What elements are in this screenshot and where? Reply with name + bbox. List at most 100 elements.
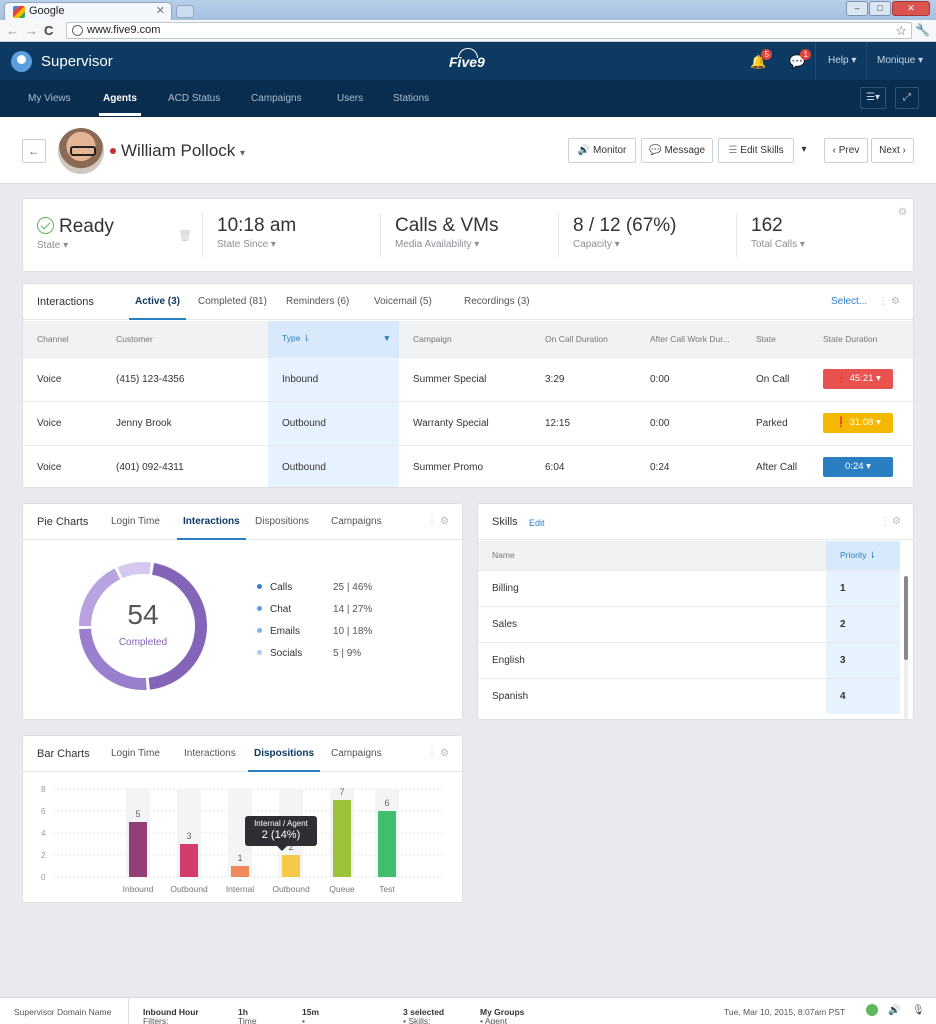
footer-skills[interactable]: • Skills: 3 selected bbox=[403, 1007, 445, 1024]
more-vertical-icon[interactable]: ⋮ bbox=[427, 748, 437, 759]
pie-slice-emails[interactable] bbox=[79, 568, 121, 627]
nav-campaigns[interactable]: Campaigns bbox=[251, 93, 302, 104]
trash-icon[interactable]: 🗑 bbox=[178, 230, 192, 242]
bar-5[interactable] bbox=[378, 811, 396, 877]
table-row[interactable]: Voice Jenny Brook Outbound Warranty Spec… bbox=[23, 400, 913, 445]
bookmark-star-icon[interactable]: ☆ bbox=[895, 23, 907, 38]
help-menu[interactable]: Help ▾ bbox=[828, 55, 857, 66]
col-priority[interactable]: Priority ⇂ bbox=[826, 541, 900, 570]
table-row[interactable]: English 3 bbox=[478, 641, 900, 678]
nav-my-views[interactable]: My Views bbox=[28, 93, 71, 104]
bell-icon[interactable]: 🔔 5 bbox=[750, 49, 773, 70]
footer-filters[interactable]: Filters: Inbound Hour bbox=[143, 1007, 199, 1024]
pie-tab-interactions[interactable]: Interactions bbox=[177, 516, 246, 540]
nav-users[interactable]: Users bbox=[337, 93, 364, 104]
expand-icon[interactable]: ⤢ bbox=[895, 87, 919, 109]
stat-state[interactable]: Ready State ▾ bbox=[37, 216, 114, 251]
tab-recordings[interactable]: Recordings (3) bbox=[464, 296, 530, 307]
table-row[interactable]: Billing 1 bbox=[478, 569, 900, 606]
stat-total-calls[interactable]: 162 Total Calls ▾ bbox=[751, 215, 805, 250]
skills-edit-link[interactable]: Edit bbox=[529, 518, 545, 528]
gear-icon[interactable]: ⚙ bbox=[892, 516, 901, 527]
window-close-button[interactable]: ✕ bbox=[892, 1, 930, 16]
pie-tab-login-time[interactable]: Login Time bbox=[111, 516, 160, 527]
next-button[interactable]: Next › bbox=[871, 138, 914, 163]
microphone-icon[interactable]: 🎙 bbox=[912, 1005, 925, 1016]
table-row[interactable]: Voice (401) 092-4311 Outbound Summer Pro… bbox=[23, 444, 913, 487]
stat-media-availability[interactable]: Calls & VMs Media Availability ▾ bbox=[395, 215, 499, 250]
pie-slice-socials[interactable] bbox=[117, 562, 151, 579]
message-button[interactable]: 💬 Message bbox=[641, 138, 713, 163]
more-vertical-icon[interactable]: ⋮ bbox=[427, 516, 437, 527]
footer-campaign-period[interactable]: • Campaign Period: 15m bbox=[302, 1007, 320, 1024]
bar-0[interactable] bbox=[129, 822, 147, 877]
agent-name-dropdown[interactable]: William Pollock ▾ bbox=[121, 141, 246, 160]
col-acw-duration[interactable]: After Call Work Dur... bbox=[636, 321, 742, 357]
pie-slice-calls[interactable] bbox=[148, 562, 207, 690]
more-vertical-icon[interactable]: ⋮ bbox=[878, 296, 888, 307]
monitor-button[interactable]: 🔊 Monitor bbox=[568, 138, 636, 163]
maximize-button[interactable]: □ bbox=[869, 1, 891, 16]
minimize-button[interactable]: – bbox=[846, 1, 868, 16]
nav-agents[interactable]: Agents bbox=[99, 93, 141, 116]
col-customer[interactable]: Customer bbox=[102, 321, 268, 357]
tab-active[interactable]: Active (3) bbox=[128, 296, 187, 320]
footer-agent-groups[interactable]: • Agent Groups: My Groups bbox=[480, 1007, 525, 1024]
col-campaign[interactable]: Campaign bbox=[399, 321, 531, 357]
reload-icon[interactable]: C bbox=[44, 23, 60, 38]
user-menu[interactable]: Monique ▾ bbox=[877, 55, 924, 66]
bar-1[interactable] bbox=[180, 844, 198, 877]
bar-tab-interactions[interactable]: Interactions bbox=[184, 748, 236, 759]
tab-completed[interactable]: Completed (81) bbox=[198, 296, 267, 307]
back-button[interactable]: ← bbox=[22, 139, 46, 163]
wrench-icon[interactable]: 🔧 bbox=[915, 23, 930, 37]
pie-slice-chat[interactable] bbox=[79, 628, 147, 690]
scrollbar-thumb[interactable] bbox=[904, 576, 908, 660]
bar-tab-login-time[interactable]: Login Time bbox=[111, 748, 160, 759]
table-row[interactable]: Spanish 4 bbox=[478, 677, 900, 714]
bar-tab-campaigns[interactable]: Campaigns bbox=[331, 748, 382, 759]
address-bar[interactable]: www.five9.com ☆ bbox=[66, 22, 912, 39]
nav-stations[interactable]: Stations bbox=[393, 93, 430, 104]
stat-state-since[interactable]: 10:18 am State Since ▾ bbox=[217, 215, 297, 250]
edit-skills-button[interactable]: ☰ Edit Skills bbox=[718, 138, 794, 163]
speaker-icon[interactable]: 🔊 bbox=[888, 1005, 901, 1016]
browser-tab[interactable]: Google ✕ bbox=[4, 2, 172, 20]
gear-icon[interactable]: ⚙ bbox=[891, 296, 900, 307]
state-duration-badge[interactable]: 0:24 ▾ bbox=[823, 457, 893, 478]
bar-3[interactable] bbox=[282, 855, 300, 877]
prev-button[interactable]: ‹ Prev bbox=[824, 138, 868, 163]
col-skill-name[interactable]: Name bbox=[478, 541, 826, 570]
footer-time-range[interactable]: Time Range: 1h bbox=[238, 1007, 257, 1024]
state-duration-badge[interactable]: ❗ 45:21 ▾ bbox=[823, 369, 893, 389]
more-vertical-icon[interactable]: ⋮ bbox=[880, 516, 890, 527]
tab-voicemail[interactable]: Voicemail (5) bbox=[374, 296, 432, 307]
edit-skills-dropdown[interactable]: ▾ bbox=[794, 138, 814, 163]
filter-settings-button[interactable]: ☰▾ bbox=[860, 87, 886, 109]
col-type[interactable]: Type ⇂ ▼ bbox=[268, 321, 399, 357]
chat-icon[interactable]: 💬 1 bbox=[789, 49, 812, 70]
table-row[interactable]: Sales 2 bbox=[478, 605, 900, 642]
col-channel[interactable]: Channel bbox=[23, 321, 102, 357]
pie-tab-campaigns[interactable]: Campaigns bbox=[331, 516, 382, 527]
bar-2[interactable] bbox=[231, 866, 249, 877]
forward-arrow-icon[interactable]: → bbox=[25, 23, 44, 38]
pie-tab-dispositions[interactable]: Dispositions bbox=[255, 516, 309, 527]
tab-reminders[interactable]: Reminders (6) bbox=[286, 296, 350, 307]
col-state[interactable]: State bbox=[742, 321, 809, 357]
select-link[interactable]: Select... bbox=[831, 296, 868, 307]
close-tab-icon[interactable]: ✕ bbox=[155, 5, 165, 17]
gear-icon[interactable]: ⚙ bbox=[440, 748, 449, 759]
col-state-duration[interactable]: State Duration bbox=[809, 321, 913, 357]
bar-4[interactable] bbox=[333, 800, 351, 877]
stat-capacity[interactable]: 8 / 12 (67%) Capacity ▾ bbox=[573, 215, 677, 250]
state-duration-badge[interactable]: ❗ 31:08 ▾ bbox=[823, 413, 893, 433]
gear-icon[interactable]: ⚙ bbox=[898, 207, 907, 218]
new-tab-button[interactable] bbox=[176, 5, 194, 18]
back-arrow-icon[interactable]: ← bbox=[6, 23, 25, 38]
table-row[interactable]: Voice (415) 123-4356 Inbound Summer Spec… bbox=[23, 356, 913, 401]
bar-tab-dispositions[interactable]: Dispositions bbox=[247, 748, 321, 772]
gear-icon[interactable]: ⚙ bbox=[440, 516, 449, 527]
col-on-call-duration[interactable]: On Call Duration bbox=[531, 321, 636, 357]
nav-acd-status[interactable]: ACD Status bbox=[168, 93, 221, 104]
